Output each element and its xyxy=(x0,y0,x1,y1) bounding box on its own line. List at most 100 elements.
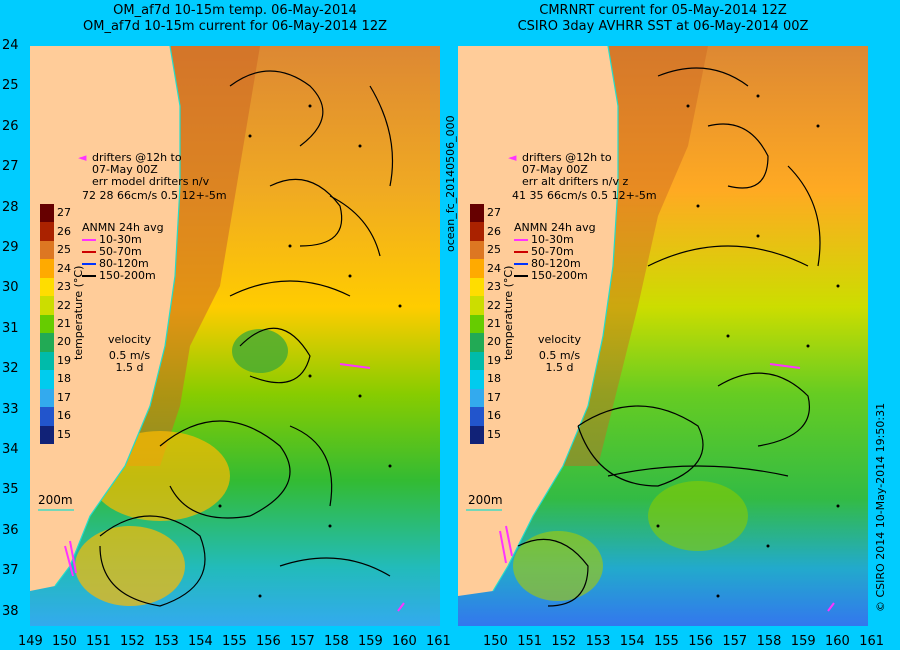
drifter-line-4: 41 35 66cm/s 0.5 12+-5m xyxy=(512,189,657,202)
colorbar-segment xyxy=(470,296,484,316)
colorbar-segment xyxy=(40,240,54,260)
colorbar-tick-label: 15 xyxy=(57,427,71,441)
x-tick-label-left: 158 xyxy=(324,634,349,649)
drifter-marker-icon: ◄ xyxy=(78,151,87,164)
x-tick-label-right: 154 xyxy=(619,634,645,649)
legend-label: 150-200m xyxy=(531,269,588,282)
colorbar-tick-label: 16 xyxy=(487,409,501,423)
colorbar-segment xyxy=(470,259,484,279)
drifter-line-3: err alt drifters n/v z xyxy=(522,175,629,188)
legend-swatch xyxy=(514,251,528,253)
x-tick-label-right: 157 xyxy=(722,634,748,649)
colorbar-tick-label: 26 xyxy=(487,224,501,238)
x-tick-label-right: 153 xyxy=(585,634,611,649)
colorbar-segment xyxy=(470,333,484,353)
forecast-id: ocean_fc_20140506_000 xyxy=(444,115,457,252)
left-map-panel xyxy=(30,46,440,626)
left-velocity-scale: velocity 0.5 m/s 1.5 d xyxy=(108,334,151,374)
left-title-line2: OM_af7d 10-15m current for 06-May-2014 1… xyxy=(83,19,387,34)
x-tick-label-right: 155 xyxy=(654,634,679,649)
colorbar-tick-label: 19 xyxy=(57,353,71,367)
drifter-line-2: 07-May 00Z xyxy=(92,163,158,176)
legend-swatch xyxy=(82,263,96,265)
x-tick-label-left: 149 xyxy=(18,634,43,649)
colorbar-segment xyxy=(40,388,54,408)
drifter-tracks xyxy=(64,363,405,612)
right-colorbar xyxy=(470,204,484,445)
left-legend: ANMN 24h avg 10-30m 50-70m 80-120m 150-2… xyxy=(82,222,164,282)
left-colorbar xyxy=(40,204,54,445)
y-tick-label: 37 xyxy=(2,563,19,579)
colorbar-tick-label: 27 xyxy=(57,206,71,220)
colorbar-tick-label: 18 xyxy=(487,372,501,386)
legend-label: 10-30m xyxy=(531,233,574,246)
land-australia xyxy=(458,46,618,596)
colorbar-segment xyxy=(470,407,484,427)
velocity-title: velocity xyxy=(538,333,581,346)
colorbar-segment xyxy=(40,370,54,390)
legend-label: 80-120m xyxy=(99,257,149,270)
legend-title: ANMN 24h avg xyxy=(514,221,596,234)
right-drifter-info: ◄ drifters @12h to 07-May 00Z err alt dr… xyxy=(508,152,657,202)
drifter-line-2: 07-May 00Z xyxy=(522,163,588,176)
drifter-tracks xyxy=(499,363,835,612)
drifter-line-1: drifters @12h to xyxy=(92,151,182,164)
colorbar-segment xyxy=(40,204,54,223)
y-tick-label: 31 xyxy=(2,320,19,336)
x-tick-label-right: 158 xyxy=(756,634,782,649)
credit-text: © CSIRO 2014 10-May-2014 19:50:31 xyxy=(874,402,887,612)
colorbar-segment xyxy=(40,425,54,445)
colorbar-tick-label: 17 xyxy=(487,390,501,404)
colorbar-tick-label: 18 xyxy=(57,372,71,386)
legend-swatch xyxy=(514,275,528,277)
x-tick-label-right: 159 xyxy=(790,634,816,649)
isobath-200m-line xyxy=(492,46,619,592)
colorbar-segment xyxy=(40,314,54,334)
x-tick-label-right: 156 xyxy=(688,634,714,649)
legend-label: 150-200m xyxy=(99,269,156,282)
colorbar-segment xyxy=(470,204,484,223)
drifter-line-4: 72 28 66cm/s 0.5 12+-5m xyxy=(82,189,227,202)
y-tick-label: 30 xyxy=(2,280,19,296)
right-velocity-scale: velocity 0.5 m/s 1.5 d xyxy=(538,334,581,374)
y-tick-label: 36 xyxy=(2,522,19,538)
x-tick-label-left: 156 xyxy=(256,634,281,649)
right-sst-map xyxy=(458,46,868,626)
legend-swatch xyxy=(514,263,528,265)
x-tick-label-right: 161 xyxy=(859,634,885,649)
x-tick-label-right: 150 xyxy=(483,634,508,649)
colorbar-tick-label: 20 xyxy=(487,335,501,349)
colorbar-tick-label: 17 xyxy=(57,390,71,404)
cold-eddy xyxy=(232,329,288,373)
eddy-patch xyxy=(648,481,748,551)
colorbar-segment xyxy=(470,314,484,334)
colorbar-segment xyxy=(40,407,54,427)
left-sst-map xyxy=(30,46,440,626)
colorbar-segment xyxy=(470,351,484,371)
colorbar-segment xyxy=(40,277,54,297)
colorbar-tick-label: 19 xyxy=(487,353,501,367)
left-panel-title: OM_af7d 10-15m temp. 06-May-2014 OM_af7d… xyxy=(30,3,440,35)
legend-swatch xyxy=(514,239,528,241)
velocity-scale: 0.5 m/s xyxy=(538,349,581,362)
drifter-marker-icon: ◄ xyxy=(508,151,517,164)
colorbar-tick-label: 24 xyxy=(57,261,71,275)
left-drifter-info: ◄ drifters @12h to 07-May 00Z err model … xyxy=(78,151,227,202)
x-tick-label-right: 151 xyxy=(517,634,543,649)
right-colorbar-title: temperature (°C) xyxy=(502,265,515,360)
x-tick-label-left: 160 xyxy=(392,634,417,649)
colorbar-tick-label: 15 xyxy=(487,427,501,441)
right-title-line1: CMRNRT current for 05-May-2014 12Z xyxy=(539,3,787,18)
warm-eddy-south xyxy=(75,526,185,606)
current-vector-dots xyxy=(218,104,402,598)
y-tick-label: 33 xyxy=(2,401,19,417)
legend-swatch xyxy=(82,275,96,277)
eddy-patch-south xyxy=(513,531,603,601)
legend-label: 80-120m xyxy=(531,257,581,270)
right-isobath-label: 200m xyxy=(468,493,503,507)
colorbar-tick-label: 16 xyxy=(57,409,71,423)
drifter-line-3: err model drifters n/v xyxy=(92,175,210,188)
velocity-title: velocity xyxy=(108,333,151,346)
legend-label: 50-70m xyxy=(531,245,574,258)
y-tick-label: 24 xyxy=(2,38,19,53)
